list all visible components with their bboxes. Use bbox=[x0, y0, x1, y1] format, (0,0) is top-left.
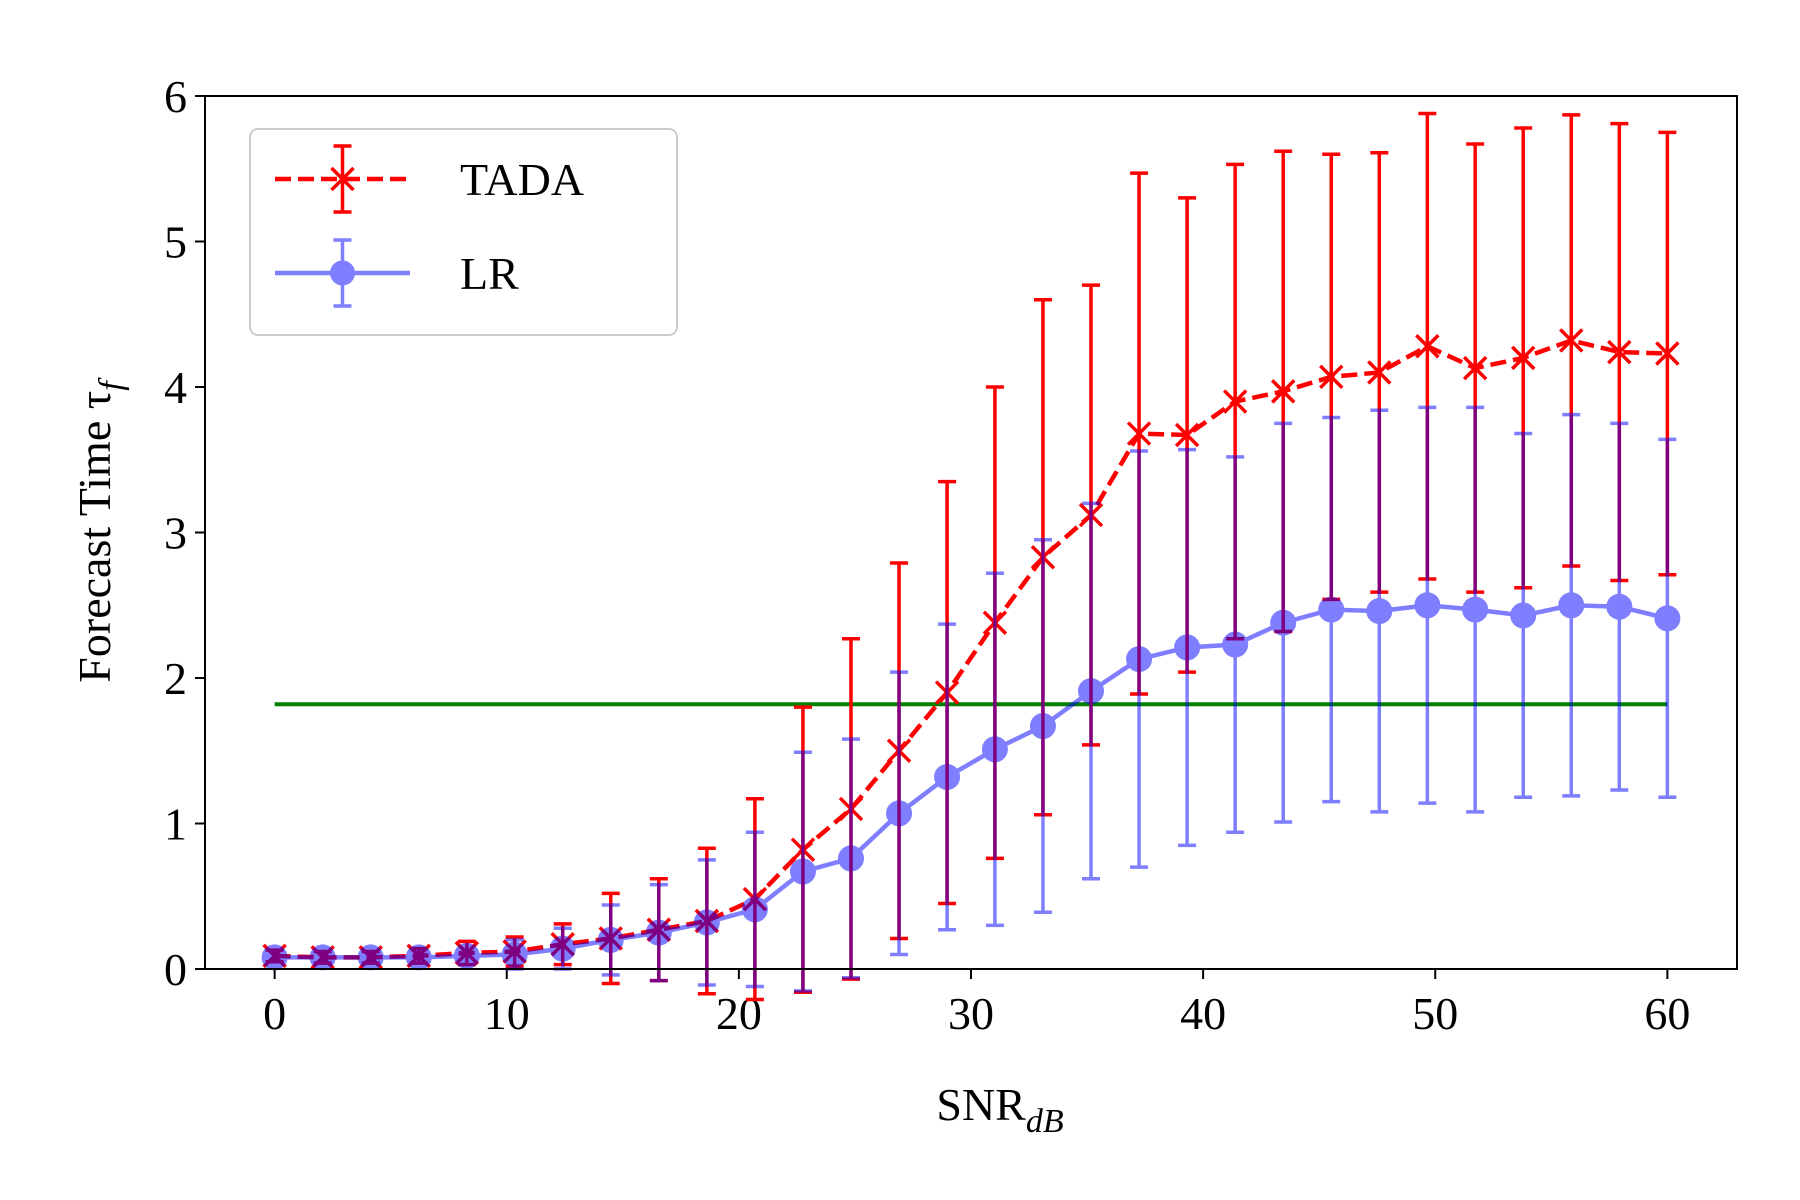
y-tick-label: 0 bbox=[164, 944, 187, 995]
marker bbox=[1174, 634, 1201, 661]
marker bbox=[1270, 609, 1297, 636]
x-tick-label: 60 bbox=[1644, 988, 1690, 1039]
marker bbox=[1126, 646, 1153, 673]
legend-label: LR bbox=[460, 248, 519, 299]
marker bbox=[357, 944, 384, 971]
marker bbox=[1510, 345, 1536, 371]
marker bbox=[1029, 713, 1056, 740]
marker bbox=[645, 919, 672, 946]
marker bbox=[741, 896, 768, 923]
marker bbox=[837, 845, 864, 872]
marker bbox=[1222, 631, 1249, 658]
y-tick-label: 3 bbox=[164, 508, 187, 559]
marker bbox=[1367, 360, 1392, 385]
legend-entry bbox=[275, 238, 410, 308]
marker bbox=[981, 736, 1008, 763]
marker bbox=[261, 944, 288, 971]
x-label-main: SNR bbox=[936, 1079, 1026, 1130]
marker bbox=[1462, 355, 1488, 381]
legend-entry bbox=[275, 144, 410, 214]
y-axis-label: Forecast Time τf bbox=[69, 377, 130, 683]
legend-marker bbox=[330, 166, 355, 192]
marker bbox=[309, 944, 336, 971]
marker bbox=[1510, 602, 1537, 629]
marker bbox=[1174, 422, 1200, 448]
marker bbox=[405, 944, 432, 971]
series-line bbox=[274, 338, 1668, 960]
marker bbox=[789, 858, 816, 885]
x-axis-label: SNRdB bbox=[936, 1079, 1063, 1140]
marker bbox=[1415, 334, 1440, 359]
marker bbox=[501, 941, 528, 968]
marker bbox=[453, 942, 480, 969]
marker bbox=[1606, 593, 1633, 620]
series bbox=[261, 405, 1681, 993]
marker bbox=[1414, 592, 1441, 619]
x-tick-label: 50 bbox=[1412, 988, 1458, 1039]
legend-marker bbox=[330, 260, 355, 286]
marker bbox=[693, 909, 720, 936]
marker bbox=[1559, 328, 1584, 353]
y-tick-label: 6 bbox=[164, 71, 187, 122]
marker bbox=[1078, 678, 1105, 705]
marker bbox=[1222, 389, 1248, 414]
marker bbox=[934, 763, 961, 790]
marker bbox=[1270, 379, 1296, 404]
marker bbox=[1655, 341, 1680, 366]
y-label-main: Forecast Time τ bbox=[69, 391, 120, 683]
x-label-sub: dB bbox=[1026, 1103, 1064, 1140]
marker bbox=[886, 800, 913, 827]
x-tick-label: 10 bbox=[484, 988, 530, 1039]
marker bbox=[597, 926, 624, 953]
x-tick-label: 40 bbox=[1180, 988, 1226, 1039]
y-tick-label: 4 bbox=[164, 362, 187, 413]
y-tick-label: 5 bbox=[164, 217, 187, 268]
y-label-sub: f bbox=[93, 377, 130, 391]
plot-frame bbox=[204, 95, 1738, 970]
y-tick-label: 1 bbox=[164, 799, 187, 850]
y-tick-label: 2 bbox=[164, 653, 187, 704]
x-tick-label: 0 bbox=[263, 988, 286, 1039]
marker bbox=[549, 935, 576, 962]
marker bbox=[1126, 421, 1152, 446]
x-tick-label: 30 bbox=[948, 988, 994, 1039]
marker bbox=[1319, 364, 1344, 390]
marker bbox=[1558, 592, 1585, 619]
marker bbox=[1366, 598, 1393, 625]
marker bbox=[1654, 605, 1681, 632]
marker bbox=[1462, 596, 1489, 623]
legend-label: TADA bbox=[460, 154, 584, 205]
marker bbox=[1607, 339, 1632, 365]
marker bbox=[1318, 596, 1345, 623]
